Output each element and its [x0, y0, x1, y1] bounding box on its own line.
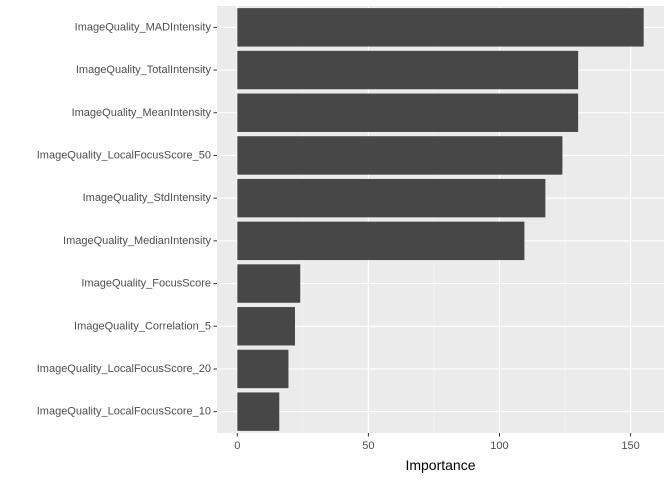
bar-1 [237, 50, 579, 90]
bar-4 [237, 178, 546, 218]
y-tick-label: ImageQuality_Correlation_5 [74, 320, 211, 332]
y-tick-label: ImageQuality_StdIntensity [83, 192, 212, 204]
bar-5 [237, 221, 525, 261]
y-tick-label: ImageQuality_MADIntensity [75, 21, 212, 33]
y-tick-label: ImageQuality_FocusScore [81, 278, 211, 290]
x-tick-label: 100 [490, 440, 508, 452]
bar-0 [237, 8, 644, 47]
x-axis-title: Importance [405, 457, 475, 473]
bar-2 [237, 93, 579, 132]
x-axis: 0 50 100 150 [234, 433, 640, 452]
bar-9 [237, 392, 280, 431]
y-tick-label: ImageQuality_LocalFocusScore_10 [37, 406, 211, 418]
y-axis: ImageQuality_MADIntensity ImageQuality_To… [37, 21, 217, 418]
y-tick-label: ImageQuality_MedianIntensity [63, 235, 211, 247]
x-tick-label: 0 [234, 440, 240, 452]
x-tick-label: 50 [362, 440, 374, 452]
y-tick-label: ImageQuality_TotalIntensity [76, 64, 212, 76]
y-tick-label: ImageQuality_MeanIntensity [72, 107, 212, 119]
x-tick-label: 150 [621, 440, 639, 452]
y-tick-label: ImageQuality_LocalFocusScore_20 [37, 363, 211, 375]
y-tick-label: ImageQuality_LocalFocusScore_50 [37, 149, 211, 161]
bar-8 [237, 349, 289, 389]
bar-6 [237, 264, 301, 303]
bar-7 [237, 307, 295, 346]
bars [237, 8, 644, 431]
bar-3 [237, 136, 563, 175]
